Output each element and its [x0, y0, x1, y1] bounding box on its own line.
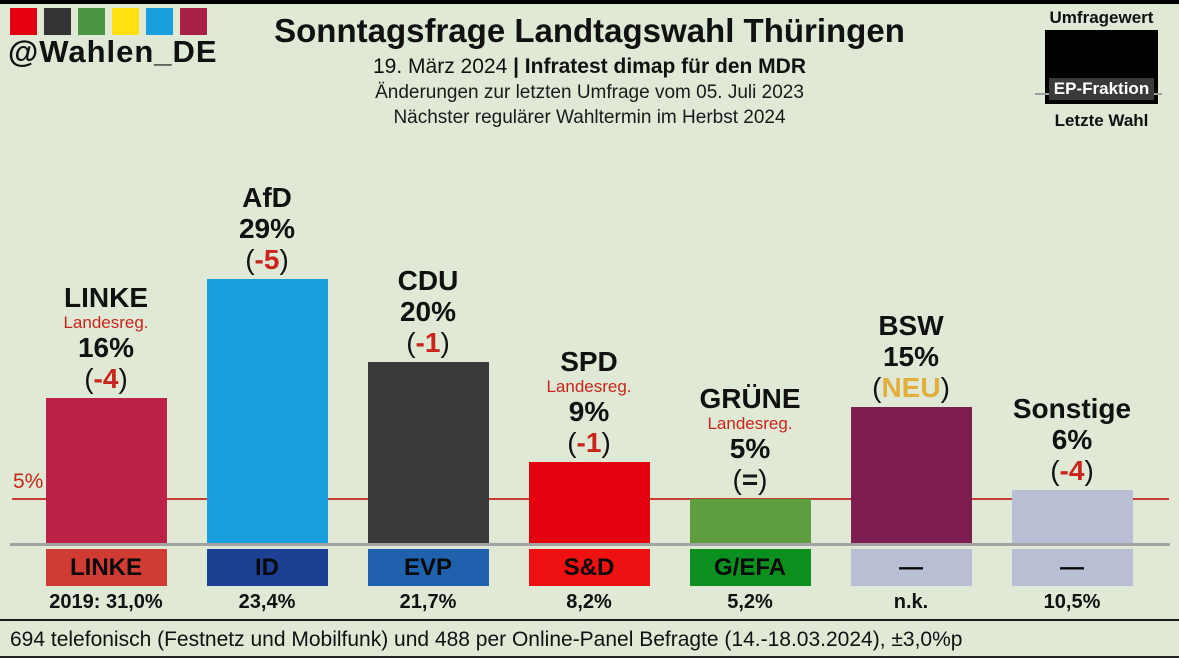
- party-poll-value: 6%: [1051, 423, 1093, 455]
- party-name: Sonstige: [1012, 392, 1132, 424]
- legend-letzte-wahl-label: Letzte Wahl: [1054, 111, 1149, 130]
- subtitle-next-election: Nächster regulärer Wahltermin im Herbst …: [393, 106, 786, 128]
- five-percent-label: 5%: [13, 470, 44, 493]
- last-election-value: 10,5%: [1043, 591, 1101, 613]
- last-election-value: 21,7%: [399, 591, 457, 613]
- party-change-value: (-1): [406, 326, 450, 358]
- bottom-border-strip: [0, 656, 1179, 658]
- party-label-block: Sonstige 6% (-4): [984, 393, 1160, 487]
- top-border-strip: [0, 0, 1179, 4]
- bar-6: [850, 407, 972, 543]
- party-change-value: (-4): [1050, 454, 1094, 486]
- subtitle-changes-note: Änderungen zur letzten Umfrage vom 05. J…: [375, 82, 804, 104]
- logo-square: [146, 8, 173, 35]
- poll-institute: | Infratest dimap für den MDR: [513, 54, 806, 78]
- party-government-note: Landesreg.: [63, 313, 149, 333]
- party-poll-value: 29%: [238, 213, 296, 245]
- party-name: GRÜNE: [699, 383, 801, 415]
- logo-square: [44, 8, 71, 35]
- poll-date: 19. März 2024: [373, 54, 514, 78]
- legend: Umfragewert EP-Fraktion Letzte Wahl: [1028, 8, 1175, 131]
- last-election-value: 23,4%: [238, 591, 296, 613]
- bar-2: [206, 279, 328, 543]
- footer-divider: [0, 619, 1179, 621]
- bar-7: [1011, 489, 1133, 543]
- last-election-value: 2019: 31,0%: [49, 591, 163, 613]
- logo-square: [180, 8, 207, 35]
- account-handle: @Wahlen_DE: [8, 34, 218, 69]
- ep-fraktion-box: LINKE: [45, 549, 167, 586]
- ep-fraktion-box: EVP: [367, 549, 489, 586]
- bar-1: [45, 398, 167, 543]
- party-name: LINKE: [64, 282, 148, 314]
- bar-3: [367, 361, 489, 543]
- party-poll-value: 20%: [399, 295, 457, 327]
- ep-fraktion-box: —: [1011, 549, 1133, 586]
- party-label-block: LINKE Landesreg. 16% (-4): [18, 282, 194, 395]
- baseline: [10, 543, 1170, 546]
- party-government-note: Landesreg.: [546, 377, 632, 397]
- logo-square: [10, 8, 37, 35]
- last-election-value: n.k.: [893, 591, 929, 613]
- party-government-note: Landesreg.: [707, 414, 793, 434]
- party-change-value: (=): [732, 464, 768, 496]
- party-name: AfD: [242, 182, 292, 214]
- party-change-value: (-1): [567, 427, 611, 459]
- party-name: BSW: [878, 310, 944, 342]
- logo-square: [78, 8, 105, 35]
- bar-4: [528, 462, 650, 543]
- party-poll-value: 15%: [882, 341, 940, 373]
- party-label-block: CDU 20% (-1): [340, 265, 516, 359]
- party-poll-value: 5%: [729, 433, 771, 465]
- party-name: SPD: [560, 346, 618, 378]
- ep-fraktion-box: S&D: [528, 549, 650, 586]
- party-name: CDU: [397, 264, 459, 296]
- legend-bar-sample: EP-Fraktion: [1035, 30, 1162, 104]
- party-change-value: (-5): [245, 244, 289, 276]
- ep-fraktion-box: ID: [206, 549, 328, 586]
- legend-umfragewert-label: Umfragewert: [1049, 8, 1154, 27]
- party-change-value: (NEU): [872, 372, 950, 404]
- party-label-block: BSW 15% (NEU): [823, 310, 999, 404]
- page-title: Sonntagsfrage Landtagswahl Thüringen: [274, 12, 905, 49]
- methodology-note: 694 telefonisch (Festnetz und Mobilfunk)…: [10, 628, 963, 651]
- last-election-value: 5,2%: [727, 591, 773, 613]
- logo-square: [112, 8, 139, 35]
- party-poll-value: 16%: [77, 332, 135, 364]
- bar-5: [689, 499, 811, 543]
- last-election-value: 8,2%: [566, 591, 612, 613]
- wahlen-de-logo: [10, 8, 207, 35]
- party-label-block: SPD Landesreg. 9% (-1): [501, 346, 677, 459]
- party-label-block: AfD 29% (-5): [179, 182, 355, 276]
- party-label-block: GRÜNE Landesreg. 5% (=): [662, 383, 838, 496]
- legend-ep-fraktion-label: EP-Fraktion: [1049, 78, 1154, 100]
- ep-fraktion-box: G/EFA: [689, 549, 811, 586]
- subtitle-date-source: 19. März 2024 | Infratest dimap für den …: [230, 55, 949, 79]
- title-block: Sonntagsfrage Landtagswahl Thüringen 19.…: [230, 12, 949, 129]
- ep-fraktion-box: —: [850, 549, 972, 586]
- party-poll-value: 9%: [568, 396, 610, 428]
- party-change-value: (-4): [84, 363, 128, 395]
